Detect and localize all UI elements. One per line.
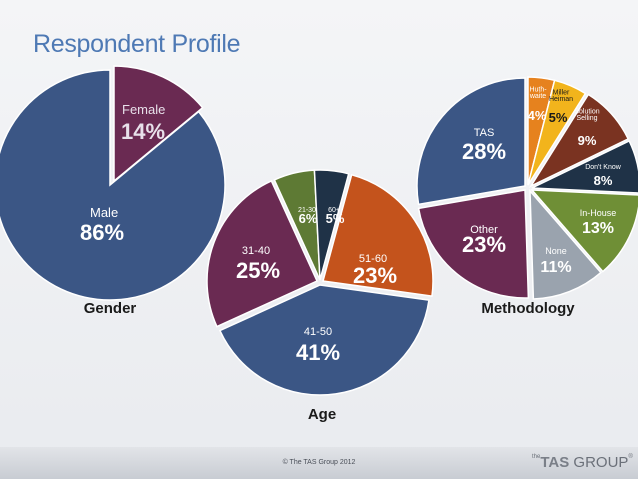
slide-title: Respondent Profile — [33, 30, 241, 58]
methodology-value-none: 11% — [540, 259, 571, 276]
age-value-31-40: 25% — [236, 258, 280, 283]
methodology-slice-solution-selling — [528, 93, 630, 188]
methodology-label-in-house: In-House — [580, 208, 617, 218]
methodology-slice-other — [417, 189, 530, 299]
methodology-label-none: None — [545, 246, 567, 256]
methodology-slice-miller-heiman — [527, 79, 587, 186]
age-value-41-50: 41% — [296, 340, 340, 365]
methodology-label-miller-heiman: Miller Heiman — [549, 89, 573, 103]
methodology-value-solution-selling: 9% — [578, 133, 597, 148]
methodology-label-don-t-know: Don't Know — [585, 164, 622, 171]
age-slice-60 — [313, 169, 350, 281]
age-value-51-60: 23% — [353, 263, 397, 288]
methodology-label-huth-waite: Huth-waite — [529, 86, 547, 100]
methodology-label-solution-selling: Solution Selling — [574, 108, 599, 122]
methodology-slice-in-house — [530, 189, 638, 273]
age-value-60: 5% — [326, 211, 345, 226]
methodology-value-huth-waite: 4% — [528, 108, 547, 123]
age-label-60: 60+ — [328, 207, 340, 214]
methodology-slice-tas — [416, 77, 526, 206]
age-slice-31-40 — [206, 179, 318, 328]
gender-label-male: Male — [90, 205, 118, 220]
methodology-pie: Huth-waite 4%Miller Heiman 5% Solution Sellin… — [416, 76, 638, 300]
gender-chart-title: Gender — [84, 300, 137, 317]
methodology-value-miller-heiman: 5% — [549, 110, 568, 125]
age-chart-title: Age — [308, 406, 336, 423]
gender-label-female: Female — [122, 102, 165, 117]
methodology-value-in-house: 13% — [582, 220, 614, 237]
methodology-value-tas: 28% — [462, 139, 506, 164]
age-label-51-60: 51-60 — [359, 253, 387, 265]
tas-group-logo: theTAS GROUP® — [532, 454, 633, 471]
age-label-41-50: 41-50 — [304, 326, 332, 338]
footer-bar — [0, 447, 638, 479]
pie-charts: Female14%Male86%Gender21-306%60+5%51-602… — [0, 65, 638, 423]
methodology-label-other: Other — [470, 224, 498, 236]
methodology-label-tas: TAS — [474, 127, 495, 139]
methodology-slice-none — [529, 188, 602, 300]
copyright-text: © The TAS Group 2012 — [282, 459, 356, 466]
age-value-21-30: 6% — [299, 211, 318, 226]
gender-slice-male — [0, 69, 226, 301]
gender-value-male: 86% — [80, 220, 124, 245]
age-slice-41-50 — [218, 284, 430, 396]
age-label-31-40: 31-40 — [242, 245, 270, 257]
gender-slice-female — [113, 65, 204, 183]
methodology-chart-title: Methodology — [481, 300, 575, 317]
gender-value-female: 14% — [121, 119, 165, 144]
methodology-value-other: 23% — [462, 232, 506, 257]
methodology-value-don-t-know: 8% — [594, 173, 613, 188]
age-slice-51-60 — [322, 173, 434, 297]
age-label-21-30: 21-30 — [298, 207, 316, 214]
